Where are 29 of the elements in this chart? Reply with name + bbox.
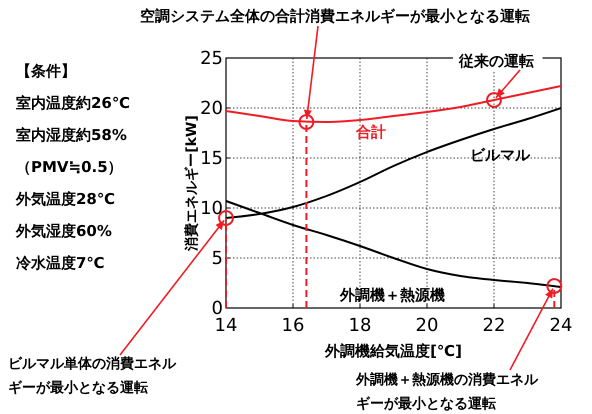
x-axis-title: 外調機給気温度[℃] xyxy=(324,342,462,360)
annotation: ビルマル単体の消費エネルギーが最小となる運転 xyxy=(8,356,177,396)
y-axis-title: 消費エネルギー[kW] xyxy=(184,115,200,252)
point xyxy=(298,114,314,130)
text: 室内温度約26℃ xyxy=(16,94,130,112)
y-tick-label: 5 xyxy=(212,248,223,269)
text: 外気温度28℃ xyxy=(15,190,116,208)
x-tick-label: 24 xyxy=(550,314,572,336)
series-label: ビルマル xyxy=(470,146,531,164)
text: 冷水温度7℃ xyxy=(16,254,105,272)
y-tick-label: 25 xyxy=(200,48,223,69)
annotation: 外調機＋熱源機の消費エネルギーが最小となる運転 xyxy=(355,371,539,412)
text: 【条件】 xyxy=(16,62,76,80)
text: 室内湿度約58% xyxy=(16,126,127,144)
text: 外気湿度60% xyxy=(15,222,112,240)
x-tick-label: 22 xyxy=(482,314,506,336)
annotation: 従来の運転 xyxy=(458,52,534,70)
y-tick-label: 10 xyxy=(200,198,223,219)
y-tick-label: 15 xyxy=(200,148,223,169)
series-label: 外調機＋熱源機 xyxy=(339,286,445,304)
point xyxy=(546,278,562,294)
y-tick-label: 20 xyxy=(200,98,223,119)
x-tick-label: 16 xyxy=(282,314,304,336)
text: （PMV≒0.5） xyxy=(16,158,123,176)
point xyxy=(486,92,502,108)
x-tick-label: 18 xyxy=(348,314,372,336)
annotation: 空調システム全体の合計消費エネルギーが最小となる運転 xyxy=(140,7,530,25)
series-label: 合計 xyxy=(355,123,386,141)
x-tick-label: 20 xyxy=(416,314,438,336)
